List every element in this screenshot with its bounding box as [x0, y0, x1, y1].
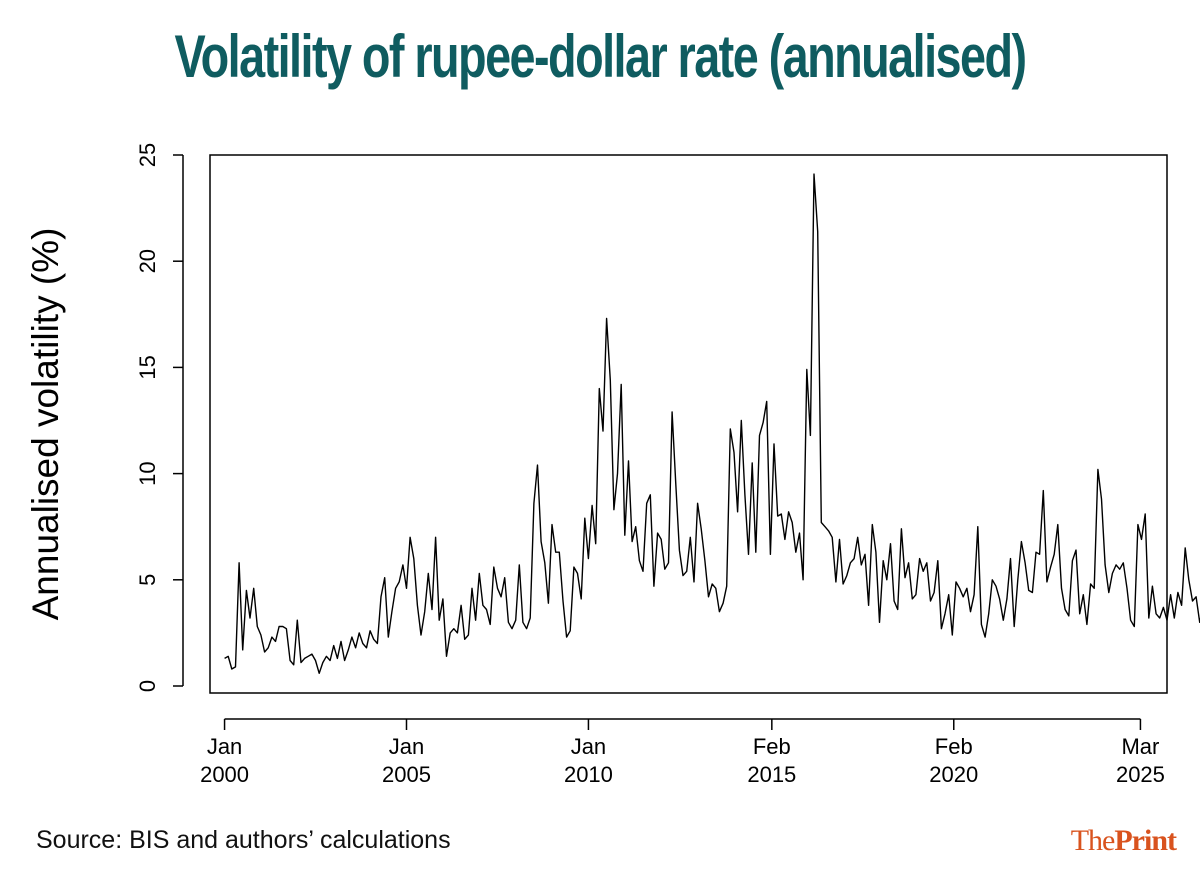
- x-tick-label-year: 2015: [747, 762, 796, 787]
- y-axis: 0 5 10 15 20 25: [135, 143, 184, 692]
- chart-title: Volatility of rupee-dollar rate (annuali…: [174, 23, 1027, 90]
- y-tick-label: 25: [135, 143, 160, 167]
- x-tick-label-year: 2020: [929, 762, 978, 787]
- x-tick-label-month: Jan: [571, 734, 606, 759]
- y-tick-label: 5: [135, 574, 160, 586]
- y-tick-label: 0: [135, 680, 160, 692]
- theprint-logo: ThePrint: [1070, 824, 1177, 858]
- y-axis-label: Annualised volatility (%): [25, 228, 66, 621]
- x-axis: Jan 2000 Jan 2005 Jan 2010 Feb 2015 Feb 2020 Mar 20…: [200, 718, 1165, 787]
- x-tick-label-year: 2025: [1116, 762, 1165, 787]
- x-tick-label-year: 2005: [382, 762, 431, 787]
- x-tick-label-month: Feb: [935, 734, 973, 759]
- source-note: Source: BIS and authors’ calculations: [36, 826, 451, 854]
- x-tick-label-month: Jan: [389, 734, 424, 759]
- plot-frame: [209, 154, 1168, 694]
- logo-the: The: [1070, 824, 1116, 857]
- y-tick-label: 10: [135, 461, 160, 485]
- x-tick-label-year: 2000: [200, 762, 249, 787]
- y-tick-label: 20: [135, 249, 160, 273]
- series-group: [224, 173, 1200, 674]
- series-line: [224, 173, 1200, 674]
- logo-print: Print: [1114, 824, 1177, 857]
- y-tick-label: 15: [135, 355, 160, 379]
- x-tick-label-year: 2010: [564, 762, 613, 787]
- x-tick-label-month: Feb: [753, 734, 791, 759]
- x-tick-label-month: Mar: [1121, 734, 1159, 759]
- x-tick-label-month: Jan: [207, 734, 242, 759]
